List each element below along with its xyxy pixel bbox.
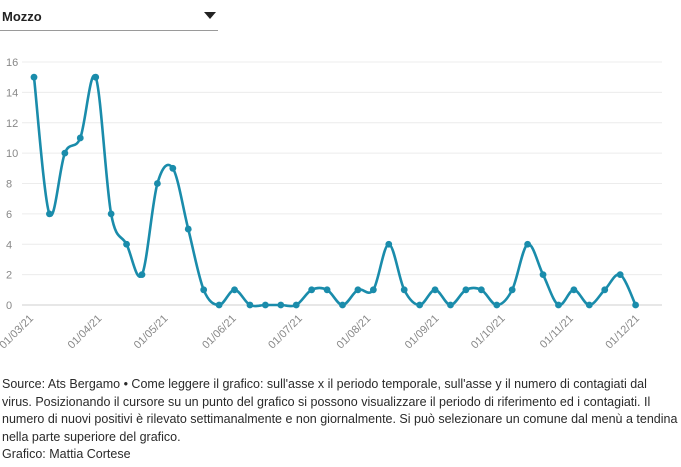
data-point[interactable] <box>447 301 454 309</box>
data-point[interactable] <box>555 301 562 309</box>
data-point[interactable] <box>138 271 146 279</box>
y-tick-label: 2 <box>6 270 12 282</box>
data-point[interactable] <box>200 286 208 294</box>
y-tick-label: 8 <box>6 179 12 191</box>
data-point[interactable] <box>339 301 346 309</box>
data-point[interactable] <box>169 164 177 172</box>
y-tick-label: 6 <box>6 209 12 221</box>
y-tick-label: 16 <box>6 57 18 69</box>
data-point[interactable] <box>601 286 609 294</box>
data-point[interactable] <box>632 301 639 309</box>
data-point[interactable] <box>123 240 130 248</box>
line-chart[interactable]: 0 2 4 6 8 10 12 14 16 01/03/21 01/04/21 01/05/21 01/… <box>0 40 681 370</box>
x-tick-label: 01/05/21 <box>132 313 171 352</box>
data-point[interactable] <box>154 180 161 187</box>
y-tick-label: 10 <box>6 148 18 160</box>
data-point[interactable] <box>416 301 424 309</box>
x-tick-label: 01/08/21 <box>335 313 374 352</box>
data-point[interactable] <box>585 301 593 309</box>
data-point[interactable] <box>524 240 532 248</box>
data-point[interactable] <box>369 286 377 294</box>
data-point[interactable] <box>261 301 269 309</box>
data-point[interactable] <box>354 286 362 294</box>
data-point[interactable] <box>570 286 578 294</box>
data-point[interactable] <box>400 286 408 294</box>
data-point[interactable] <box>92 73 100 81</box>
x-tick-label: 01/09/21 <box>403 313 442 352</box>
x-tick-label: 01/11/21 <box>538 313 576 351</box>
data-point[interactable] <box>508 286 516 294</box>
data-point[interactable] <box>323 286 331 294</box>
data-point[interactable] <box>46 210 53 218</box>
data-point[interactable] <box>539 271 547 279</box>
y-tick-label: 14 <box>6 87 18 99</box>
chart-footer: Source: Ats Bergamo • Come leggere il gr… <box>2 376 678 464</box>
data-point[interactable] <box>462 286 470 294</box>
data-point[interactable] <box>431 286 439 294</box>
data-point[interactable] <box>493 301 501 309</box>
data-point[interactable] <box>277 301 285 309</box>
data-point[interactable] <box>61 149 69 157</box>
data-point[interactable] <box>76 134 84 142</box>
chart-credit: Grafico: Mattia Cortese <box>2 447 131 461</box>
x-tick-label: 01/03/21 <box>0 313 36 352</box>
y-tick-label: 0 <box>6 300 12 312</box>
series-line <box>32 74 637 308</box>
data-point[interactable] <box>292 301 300 309</box>
data-point[interactable] <box>477 286 485 294</box>
y-tick-label: 4 <box>6 239 12 251</box>
data-point[interactable] <box>184 225 192 233</box>
x-tick-label: 01/07/21 <box>266 313 305 352</box>
data-point[interactable] <box>231 286 238 294</box>
dropdown-selected-value: Mozzo <box>2 9 42 24</box>
y-tick-label: 12 <box>6 118 18 130</box>
source-note: Source: Ats Bergamo • Come leggere il gr… <box>2 377 678 444</box>
data-point[interactable] <box>385 240 393 248</box>
x-tick-label: 01/12/21 <box>603 313 642 352</box>
data-point[interactable] <box>215 301 223 309</box>
x-tick-label: 01/10/21 <box>469 313 508 352</box>
x-tick-label: 01/04/21 <box>66 313 105 352</box>
data-point[interactable] <box>616 271 624 279</box>
data-point[interactable] <box>246 301 254 309</box>
data-point[interactable] <box>30 73 38 81</box>
x-tick-label: 01/06/21 <box>200 313 239 352</box>
data-point[interactable] <box>107 210 115 218</box>
comune-dropdown[interactable]: Mozzo <box>0 6 218 31</box>
caret-down-icon <box>204 12 216 19</box>
data-point[interactable] <box>308 286 316 294</box>
